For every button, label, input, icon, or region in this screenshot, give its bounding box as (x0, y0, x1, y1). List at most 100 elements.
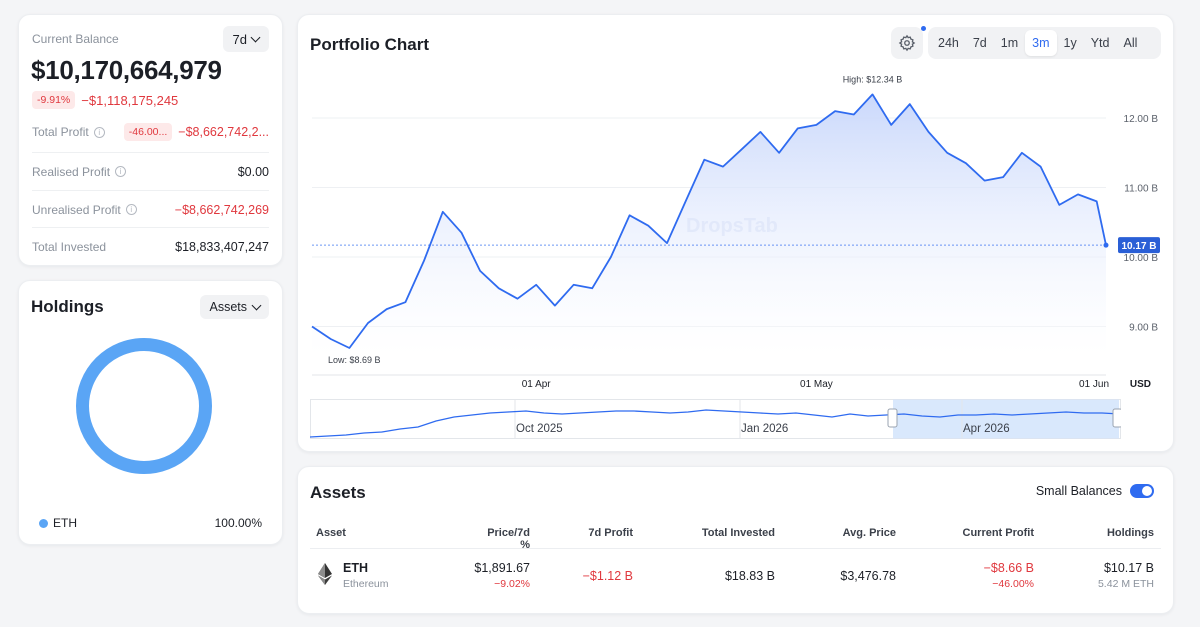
total-invested-value: $18,833,407,247 (175, 239, 269, 254)
chevron-down-icon (250, 32, 261, 42)
realised-profit-value: $0.00 (237, 164, 269, 179)
current-value-label: 10.17 B (1121, 241, 1156, 252)
y-tick-label: 10.00 B (1124, 253, 1159, 264)
timeframe-1m[interactable]: 1m (1000, 36, 1019, 50)
timeframe-24h[interactable]: 24h (938, 36, 959, 50)
current-value-badge (1118, 237, 1160, 254)
unrealised-profit-label: Unrealised Profit (32, 202, 121, 217)
col-price[interactable]: Price/7d % (487, 527, 530, 551)
asset-symbol: ETH (343, 561, 368, 575)
small-balances-toggle[interactable] (1130, 484, 1154, 498)
holdings-cell: $10.17 B 5.42 M ETH (1050, 561, 1154, 590)
balance-card: Current Balance 7d $10,170,664,979 -9.91… (18, 14, 283, 266)
small-balances-control: Small Balances (1036, 484, 1154, 498)
timeframe-3m[interactable]: 3m (1025, 30, 1057, 56)
info-icon[interactable]: i (93, 126, 105, 138)
holdings-legend: ETH 100.00% (39, 516, 262, 530)
timeframe-selector: 24h 7d 1m 3m 1y Ytd All (928, 27, 1161, 59)
realised-profit-label: Realised Profit (32, 164, 111, 179)
balance-period-dropdown[interactable]: 7d (222, 26, 269, 52)
timeframe-ytd[interactable]: Ytd (1090, 36, 1110, 50)
unrealised-profit-row: Unrealised Profit i −$8,662,742,269 (32, 190, 269, 228)
portfolio-chart-title: Portfolio Chart (310, 35, 429, 54)
asset-7d-profit: −$1.12 B (582, 569, 633, 583)
legend-pct: 100.00% (214, 516, 262, 530)
info-icon[interactable]: i (125, 204, 137, 215)
x-tick-label: 01 Jun (1079, 379, 1109, 390)
asset-cell: ETH Ethereum (343, 561, 389, 590)
navigator-label: Jan 2026 (741, 423, 788, 435)
currency-label: USD (1130, 379, 1151, 390)
current-balance-value: $10,170,664,979 (31, 55, 222, 85)
timeframe-all[interactable]: All (1123, 36, 1138, 50)
current-value-dot (1103, 242, 1109, 248)
total-invested-row: Total Invested $18,833,407,247 (32, 227, 269, 265)
x-tick-label: 01 Apr (522, 379, 552, 390)
navigator-line (310, 409, 1121, 438)
asset-total-invested: $18.83 B (724, 569, 775, 583)
total-profit-value: −$8,662,742,2... (178, 125, 269, 139)
holdings-filter-value: Assets (209, 300, 247, 314)
navigator-label: Apr 2026 (963, 423, 1010, 435)
asset-current-profit: −$8.66 B (983, 561, 1034, 575)
chart-range-navigator[interactable]: Oct 2025 Jan 2026 Apr 2026 (310, 399, 1121, 439)
high-label: High: $12.34 B (843, 74, 903, 84)
total-profit-row: Total Profit i -46.00... −$8,662,742,2... (32, 113, 269, 151)
legend-asset: ETH (53, 516, 77, 530)
navigator-handle-left[interactable] (887, 408, 898, 428)
asset-holdings-value: $10.17 B (1103, 561, 1154, 575)
unrealised-profit-value: −$8,662,742,269 (174, 202, 269, 217)
col-7d-profit[interactable]: 7d Profit (588, 527, 633, 539)
table-row[interactable]: ETH Ethereum $1,891.67 −9.02% −$1.12 B $… (310, 551, 1161, 603)
x-tick-label: 01 May (800, 379, 833, 390)
chart-settings-button[interactable] (891, 27, 923, 59)
current-balance-label: Current Balance (32, 32, 119, 46)
timeframe-1y[interactable]: 1y (1063, 36, 1077, 50)
col-avg-price[interactable]: Avg. Price (842, 527, 896, 539)
assets-title: Assets (310, 483, 366, 502)
settings-notification-dot (921, 26, 926, 31)
assets-card: Assets Small Balances Asset Price/7d % 7… (297, 466, 1174, 614)
portfolio-chart-card: Portfolio Chart 24h 7d 1m 3m 1y Ytd All 9.00 B… (297, 14, 1174, 452)
holdings-donut-chart[interactable] (76, 338, 212, 474)
small-balances-label: Small Balances (1035, 484, 1122, 498)
current-profit-cell: −$8.66 B −46.00% (922, 561, 1034, 590)
col-total-invested[interactable]: Total Invested (701, 527, 775, 539)
navigator-label: Oct 2025 (516, 423, 563, 435)
portfolio-area-chart[interactable]: 9.00 B10.00 B11.00 B12.00 BDropsTab10.17… (298, 15, 1175, 395)
gear-icon (898, 34, 916, 52)
balance-change: -9.91% −$1,118,175,245 (32, 91, 178, 109)
realised-profit-row: Realised Profit i $0.00 (32, 152, 269, 190)
price-cell: $1,891.67 −9.02% (430, 561, 530, 590)
holdings-card: Holdings Assets ETH 100.00% (18, 280, 283, 545)
low-label: Low: $8.69 B (328, 355, 381, 365)
asset-name: Ethereum (343, 578, 389, 590)
total-profit-pct: -46.00... (123, 123, 173, 141)
col-holdings[interactable]: Holdings (1106, 527, 1154, 539)
y-tick-label: 11.00 B (1124, 184, 1158, 195)
col-asset[interactable]: Asset (316, 527, 346, 539)
assets-table-header: Asset Price/7d % 7d Profit Total Investe… (310, 519, 1161, 551)
total-profit-label: Total Profit (32, 125, 89, 139)
balance-change-abs: −$1,118,175,245 (81, 92, 179, 108)
navigator-handle-right[interactable] (1112, 408, 1121, 428)
balance-period-value: 7d (232, 31, 247, 47)
y-tick-label: 12.00 B (1124, 114, 1159, 125)
asset-price: $1,891.67 (474, 561, 530, 575)
chevron-down-icon (251, 300, 262, 310)
holdings-filter-dropdown[interactable]: Assets (200, 295, 269, 319)
info-icon[interactable]: i (115, 166, 127, 177)
holdings-title: Holdings (31, 297, 104, 316)
chart-area-fill (312, 94, 1106, 356)
eth-icon (318, 563, 332, 588)
total-invested-label: Total Invested (32, 239, 107, 254)
asset-holdings-amount: 5.42 M ETH (1097, 578, 1154, 590)
balance-change-pct: -9.91% (32, 91, 76, 109)
y-tick-label: 9.00 B (1129, 323, 1158, 334)
asset-current-profit-pct: −46.00% (992, 578, 1034, 590)
navigator-selection[interactable] (893, 399, 1119, 439)
asset-price-change: −9.02% (494, 578, 530, 590)
timeframe-7d[interactable]: 7d (972, 36, 987, 50)
col-current-profit[interactable]: Current Profit (962, 527, 1035, 539)
asset-avg-price: $3,476.78 (840, 569, 896, 583)
